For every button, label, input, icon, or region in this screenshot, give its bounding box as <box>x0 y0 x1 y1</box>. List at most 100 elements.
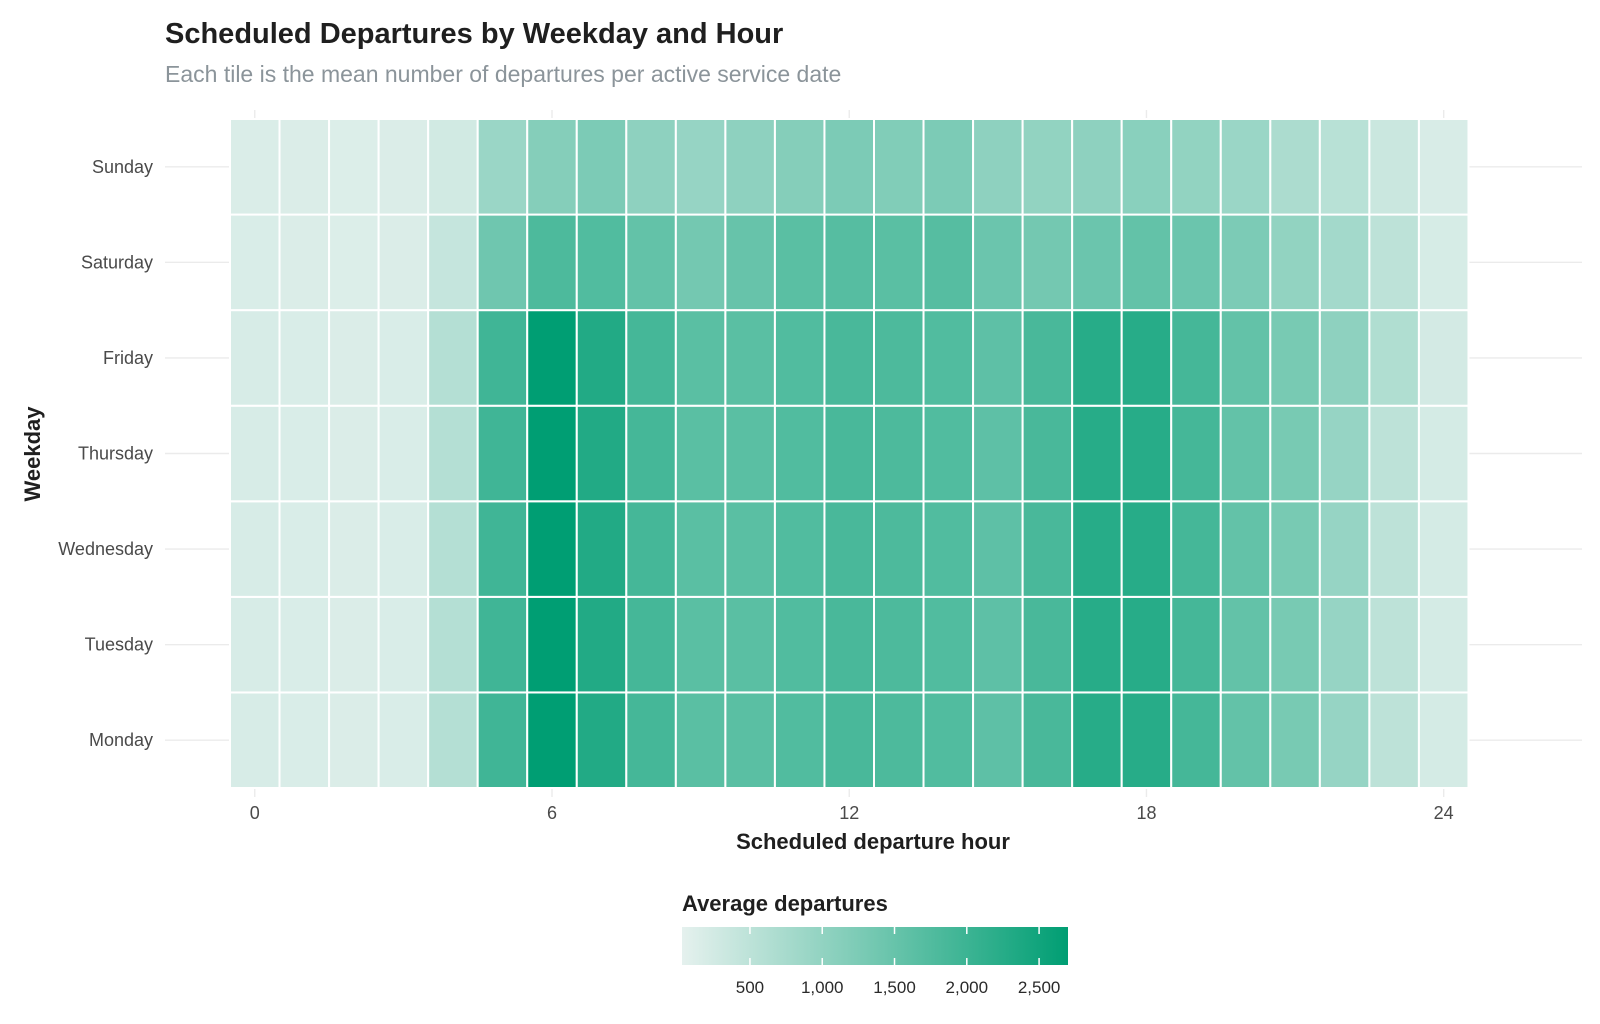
heatmap-tile <box>972 595 1024 694</box>
heatmap-tile <box>328 213 380 312</box>
heatmap-tile <box>972 213 1024 312</box>
heatmap-tile <box>823 309 876 407</box>
legend-color-bar <box>682 927 1068 965</box>
color-legend: Average departures 500 1,000 1,500 2,000 2,5… <box>682 891 1068 997</box>
heatmap-tile <box>229 595 281 694</box>
heatmap-tile <box>278 213 331 312</box>
heatmap-tile <box>625 595 677 694</box>
heatmap-tile <box>1170 404 1222 503</box>
heatmap-tile <box>1318 309 1371 407</box>
x-tick-label: 0 <box>250 803 260 823</box>
heatmap-tile <box>328 118 380 216</box>
heatmap-tile <box>427 118 479 216</box>
heatmap-tile <box>1417 118 1470 216</box>
heatmap-tile <box>1368 691 1420 790</box>
x-axis-tick-labels: 0 6 12 18 24 <box>250 803 1454 823</box>
heatmap-tile <box>972 309 1024 407</box>
heatmap-tile <box>377 500 430 598</box>
heatmap-tile <box>1417 213 1470 312</box>
heatmap-tile <box>873 213 925 312</box>
heatmap-tile <box>427 595 479 694</box>
heatmap-tile <box>1269 404 1321 503</box>
heatmap-tile <box>427 404 479 503</box>
heatmap-tile <box>773 309 826 407</box>
heatmap-tile <box>972 500 1024 598</box>
heatmap-tile <box>1219 404 1272 503</box>
heatmap-tile <box>1021 500 1074 598</box>
heatmap-tile <box>724 500 776 598</box>
heatmap-tile <box>972 691 1024 790</box>
heatmap-tile <box>972 404 1024 503</box>
y-tick-label: Monday <box>89 730 153 750</box>
heatmap-tile <box>1318 213 1371 312</box>
heatmap-tile <box>575 500 628 598</box>
heatmap-tile <box>575 309 628 407</box>
heatmap-tile <box>328 691 380 790</box>
heatmap-tile <box>625 309 677 407</box>
heatmap-tile <box>1021 404 1074 503</box>
heatmap-tile <box>1120 309 1173 407</box>
heatmap-tile <box>1219 500 1272 598</box>
heatmap-tile <box>1368 118 1420 216</box>
heatmap-tile <box>278 404 331 503</box>
heatmap-tile <box>229 213 281 312</box>
heatmap-tile <box>427 213 479 312</box>
heatmap-tile <box>1219 595 1272 694</box>
heatmap-tile <box>1219 309 1272 407</box>
heatmap-tile <box>873 309 925 407</box>
heatmap-tile <box>1021 118 1074 216</box>
heatmap-tiles <box>229 118 1470 790</box>
x-tick-label: 12 <box>839 803 859 823</box>
heatmap-tile <box>1071 691 1123 790</box>
heatmap-tile <box>823 404 876 503</box>
heatmap-tile <box>476 118 529 216</box>
heatmap-tile <box>1219 213 1272 312</box>
y-tick-label: Friday <box>103 348 153 368</box>
heatmap-tile <box>476 213 529 312</box>
heatmap-tile <box>625 691 677 790</box>
heatmap-tile <box>1071 309 1123 407</box>
heatmap-tile <box>575 404 628 503</box>
heatmap-tile <box>377 213 430 312</box>
heatmap-tile <box>625 404 677 503</box>
heatmap-tile <box>823 500 876 598</box>
heatmap-tile <box>1269 118 1321 216</box>
heatmap-tile <box>1269 309 1321 407</box>
legend-title: Average departures <box>682 891 888 916</box>
chart-title: Scheduled Departures by Weekday and Hour <box>165 18 783 50</box>
heatmap-tile <box>377 118 430 216</box>
heatmap-tile <box>1269 500 1321 598</box>
heatmap-tile <box>328 595 380 694</box>
heatmap-tile <box>1170 691 1222 790</box>
heatmap-tile <box>1269 595 1321 694</box>
heatmap-tile <box>229 500 281 598</box>
heatmap-tile <box>526 595 578 694</box>
heatmap-tile <box>873 118 925 216</box>
y-tick-label: Sunday <box>92 157 153 177</box>
y-tick-label: Tuesday <box>85 635 153 655</box>
heatmap-tile <box>1269 213 1321 312</box>
heatmap-tile <box>625 213 677 312</box>
heatmap-tile <box>1318 118 1371 216</box>
heatmap-tile <box>377 691 430 790</box>
heatmap-tile <box>724 404 776 503</box>
legend-break-label: 1,000 <box>801 978 844 997</box>
heatmap-tile <box>377 404 430 503</box>
heatmap-tile <box>674 404 727 503</box>
heatmap-tile <box>873 595 925 694</box>
heatmap-tile <box>873 691 925 790</box>
heatmap-tile <box>922 404 975 503</box>
heatmap-tile <box>1170 213 1222 312</box>
heatmap-tile <box>575 691 628 790</box>
heatmap-tile <box>773 404 826 503</box>
heatmap-tile <box>1417 691 1470 790</box>
heatmap-tile <box>773 118 826 216</box>
legend-breaks: 500 1,000 1,500 2,000 2,500 <box>736 927 1060 997</box>
heatmap-tile <box>377 595 430 694</box>
heatmap-tile <box>674 691 727 790</box>
heatmap-tile <box>724 691 776 790</box>
heatmap-tile <box>674 213 727 312</box>
heatmap-tile <box>1120 595 1173 694</box>
heatmap-tile <box>278 500 331 598</box>
x-tick-label: 6 <box>547 803 557 823</box>
